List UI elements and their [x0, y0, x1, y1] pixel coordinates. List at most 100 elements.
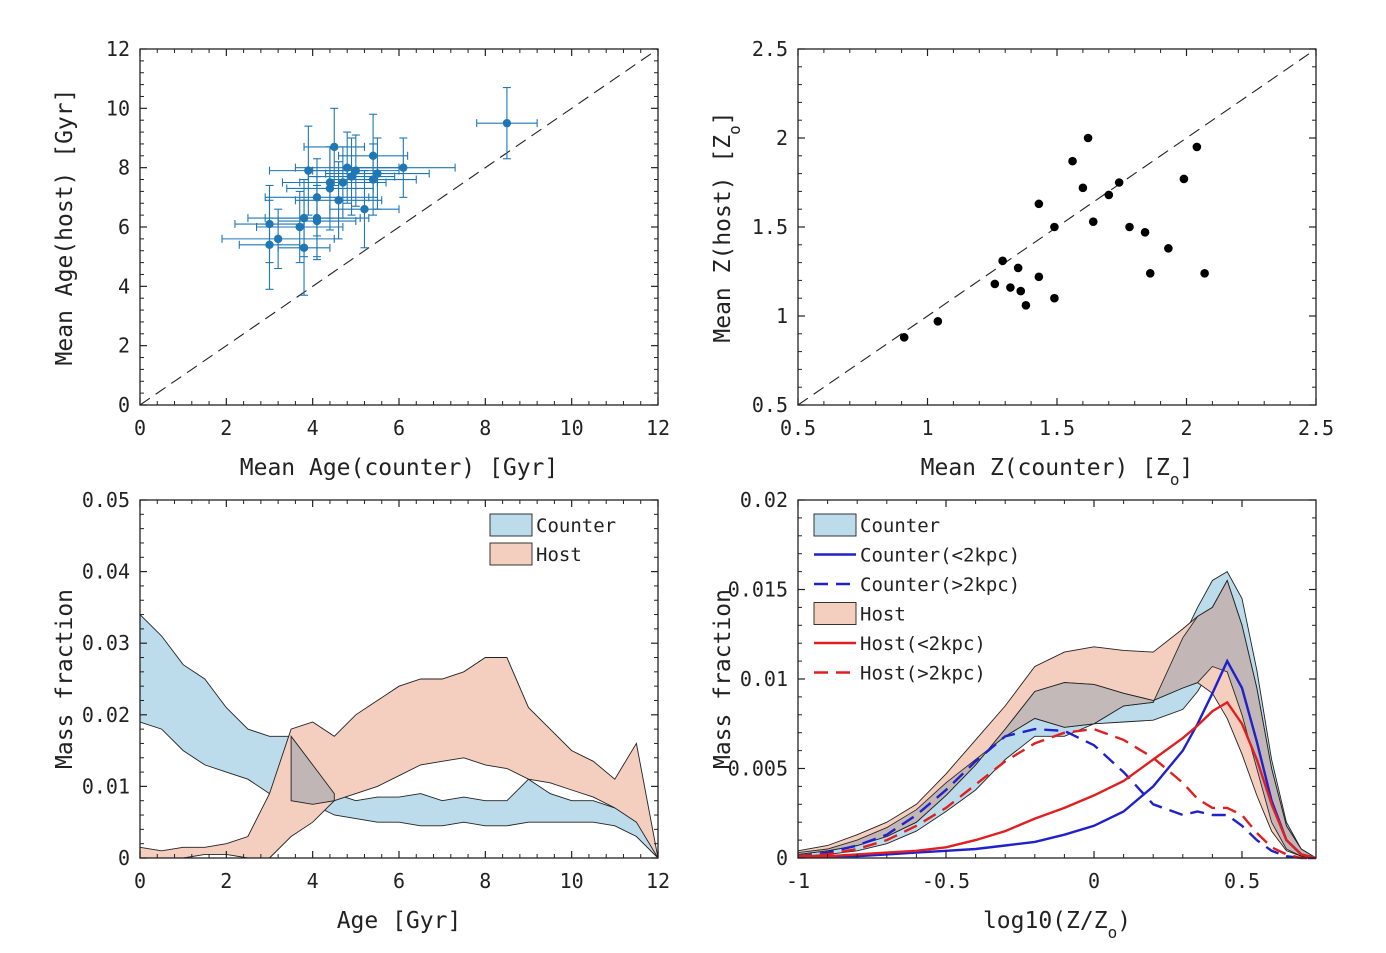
scatter-marker — [343, 163, 352, 172]
data-point — [221, 208, 335, 270]
x-axis-label: Age [Gyr] — [337, 908, 462, 934]
x-axis-label-main: Mean Age(counter) [Gyr] — [240, 455, 559, 481]
x-tick-label: 8 — [479, 869, 491, 893]
scatter-marker — [1140, 228, 1150, 237]
y-axis-label: Mass fraction — [710, 589, 736, 769]
x-axis-label-subscript: o — [1108, 923, 1118, 942]
y-axis-label-main: Mass fraction — [710, 589, 736, 769]
scatter-marker — [351, 166, 361, 175]
x-axis-label-main: log10(Z/Z — [983, 908, 1108, 934]
scatter-marker — [1200, 268, 1209, 278]
panel-bottom-left: 0 2 4 6 8 10 12 0 0.01 0.02 0.03 0.04 0.05 Age [Gyr] M… — [52, 488, 670, 934]
y-axis-label-end: ] — [710, 111, 736, 125]
x-axis-label-subscript: o — [1170, 470, 1180, 489]
scatter-marker — [1034, 199, 1044, 209]
x-tick-label: 4 — [307, 869, 319, 893]
scatter-marker — [1006, 283, 1015, 292]
x-tick-label: -1 — [786, 869, 810, 893]
y-tick-label: 1 — [776, 304, 788, 328]
x-tick-label: 12 — [646, 869, 670, 893]
y-tick-label: 10 — [106, 96, 130, 120]
y-tick-label: 0.005 — [728, 757, 788, 781]
x-axis-label-main: Mean Z(counter) [Z — [921, 455, 1170, 481]
scatter-marker — [1068, 156, 1077, 166]
data-point — [325, 137, 430, 210]
x-tick-label: 2 — [220, 869, 232, 893]
data-point — [476, 87, 538, 160]
legend-label: Host — [860, 604, 906, 626]
legend-swatch — [489, 542, 533, 566]
x-axis-label-end: ] — [1180, 455, 1194, 481]
overlap-band — [290, 734, 335, 805]
scatter-marker — [334, 196, 343, 205]
legend-swatch — [813, 513, 857, 537]
x-tick-label: 4 — [307, 416, 319, 440]
data-point — [303, 107, 366, 187]
y-tick-label: 0.015 — [728, 578, 788, 602]
scatter-marker — [295, 222, 304, 232]
x-axis-label-main: Age [Gyr] — [337, 908, 462, 934]
scatter-marker — [373, 169, 382, 178]
data-point — [294, 161, 383, 240]
legend-label: Counter — [860, 515, 940, 537]
x-axis-label: Mean Age(counter) [Gyr] — [240, 455, 559, 481]
y-tick-label: 12 — [106, 37, 130, 61]
legend-label: Counter(>2kpc) — [860, 574, 1020, 596]
series-line-counter-2kpc- — [797, 727, 1316, 860]
x-tick-label: 1.5 — [1039, 416, 1075, 440]
x-tick-label: 0 — [134, 869, 146, 893]
y-tick-label: 0 — [776, 846, 788, 870]
legend-swatch — [813, 602, 857, 625]
panel-top-right: 0.5 1 1.5 2 2.5 0.5 1 1.5 2 2.5 Mean Z(counter) [Z… — [710, 37, 1334, 489]
x-tick-label: 10 — [560, 869, 584, 893]
y-tick-label: 0.04 — [82, 560, 130, 584]
scatter-marker — [1104, 190, 1114, 200]
scatter-marker — [330, 142, 339, 152]
y-axis-label: Mean Z(host) [Zo] — [710, 111, 744, 342]
scatter-marker — [1083, 133, 1093, 143]
scatter-marker — [304, 166, 313, 175]
y-tick-label: 2 — [776, 126, 788, 150]
x-axis-label: Mean Z(counter) [Zo] — [921, 455, 1194, 489]
one-to-one-line — [139, 48, 659, 406]
x-tick-label: 12 — [646, 416, 670, 440]
legend-swatch — [489, 513, 533, 537]
x-tick-label: 0 — [1088, 869, 1100, 893]
y-tick-label: 0.02 — [740, 488, 788, 512]
host-band — [139, 657, 659, 859]
scatter-marker — [1050, 293, 1059, 303]
y-tick-label: 0.01 — [740, 667, 788, 691]
x-tick-label: 2.5 — [1298, 416, 1334, 440]
x-tick-label: 8 — [479, 416, 491, 440]
legend-label: Host(>2kpc) — [860, 663, 986, 685]
y-axis-label-main: Mass fraction — [52, 589, 78, 769]
x-tick-label: 0 — [134, 416, 146, 440]
y-tick-label: 0 — [118, 846, 130, 870]
scatter-marker — [1034, 272, 1044, 282]
x-tick-label: 0.5 — [780, 416, 816, 440]
scatter-marker — [1078, 183, 1088, 193]
y-axis-label: Mean Age(host) [Gyr] — [52, 89, 78, 366]
scatter-marker — [1164, 244, 1173, 253]
data-point — [350, 137, 456, 198]
series-line-host-2kpc- — [797, 727, 1316, 860]
scatter-marker — [990, 279, 1000, 289]
y-axis-label-subscript: o — [725, 125, 744, 135]
scatter-marker — [1179, 174, 1189, 184]
x-tick-label: 2 — [1180, 416, 1192, 440]
scatter-marker — [1021, 301, 1031, 310]
legend-label: Counter — [536, 515, 616, 537]
legend: Counter Host — [489, 513, 616, 566]
y-tick-label: 0.02 — [82, 703, 130, 727]
legend-label: Host — [536, 544, 582, 566]
x-axis-label-end: ) — [1117, 908, 1131, 934]
scatter-marker — [399, 163, 408, 172]
y-tick-label: 0.5 — [752, 393, 788, 417]
legend-label: Host(<2kpc) — [860, 633, 986, 655]
x-tick-label: 0.5 — [1224, 869, 1260, 893]
x-tick-label: 6 — [393, 416, 405, 440]
scatter-marker — [273, 234, 283, 244]
y-tick-label: 0.03 — [82, 631, 130, 655]
scatter-marker — [899, 333, 909, 342]
scatter-marker — [933, 317, 943, 326]
